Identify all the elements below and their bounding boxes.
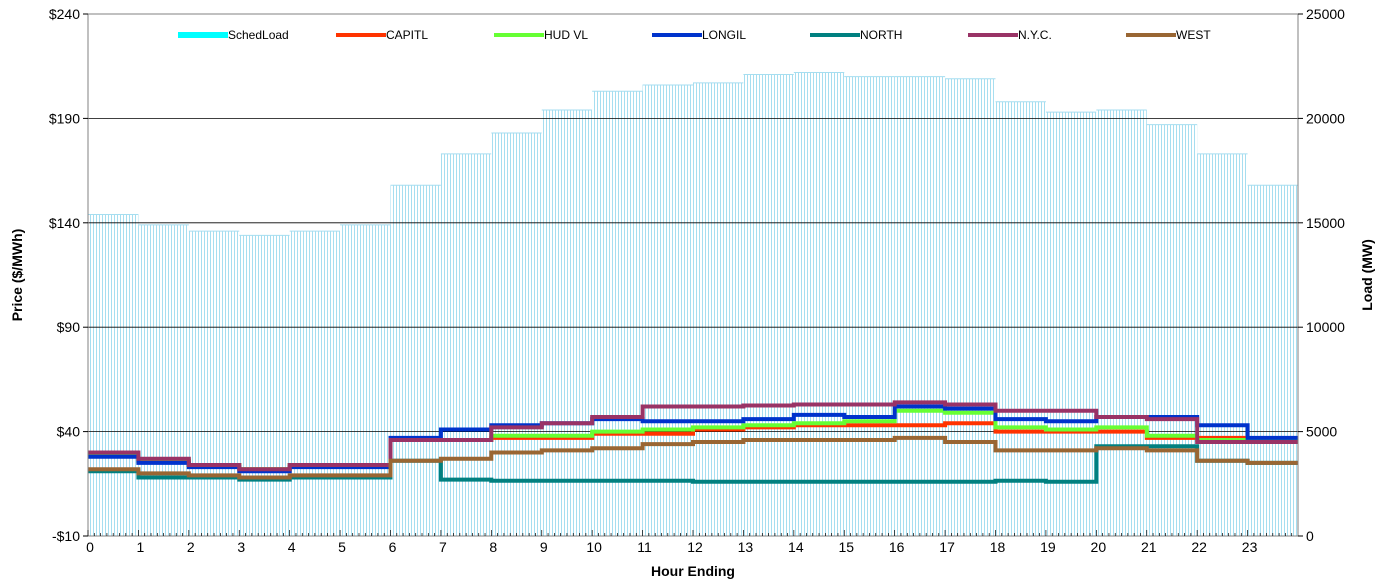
legend-label: HUD VL — [544, 28, 588, 42]
x-tick-label: 20 — [1091, 539, 1107, 555]
x-tick-label: 10 — [586, 539, 602, 555]
load-bar — [693, 82, 744, 537]
x-tick-label: 5 — [338, 539, 346, 555]
legend-label: NORTH — [860, 28, 902, 42]
y-tick-label: -$10 — [52, 528, 80, 544]
load-bar — [188, 231, 240, 537]
y2-tick-label: 10000 — [1306, 319, 1345, 335]
x-tick-label: 3 — [237, 539, 245, 555]
load-bar — [1146, 124, 1198, 536]
load-bar — [390, 185, 441, 536]
y2-axis-title: Load (MW) — [1359, 239, 1375, 311]
x-tick-label: 8 — [489, 539, 497, 555]
y-tick-label: $190 — [49, 110, 80, 126]
y2-tick-label: 25000 — [1306, 6, 1345, 22]
y2-tick-label: 5000 — [1306, 424, 1337, 440]
load-bar — [1045, 112, 1097, 537]
load-bar — [340, 224, 391, 536]
x-tick-label: 7 — [439, 539, 447, 555]
load-bar — [894, 76, 946, 536]
legend: SchedLoad CAPITL HUD VL LONGIL NORTH N.Y.C. WE… — [178, 28, 1211, 42]
y-tick-label: $140 — [49, 215, 80, 231]
legend-label: WEST — [1176, 28, 1211, 42]
load-bar — [440, 153, 492, 536]
x-axis: 0 1 2 3 4 5 6 7 8 9 10 11 12 13 14 15 16 17 18 19 20 21 22 23 — [86, 530, 1293, 555]
y2-tick-label: 0 — [1306, 528, 1314, 544]
load-bar — [138, 224, 189, 536]
load-bar — [743, 74, 794, 536]
legend-label: SchedLoad — [228, 28, 289, 42]
load-bar — [1197, 153, 1248, 536]
x-tick-label: 6 — [389, 539, 397, 555]
x-tick-label: 22 — [1191, 539, 1207, 555]
x-tick-label: 0 — [86, 539, 94, 555]
x-tick-label: 2 — [187, 539, 195, 555]
series-line-north — [88, 444, 1298, 484]
load-bars — [88, 71, 1298, 537]
x-tick-label: 15 — [838, 539, 854, 555]
x-axis-title: Hour Ending — [651, 563, 735, 579]
x-tick-label: 4 — [288, 539, 296, 555]
load-bar — [945, 78, 996, 536]
load-bar — [88, 214, 139, 536]
load-bar — [239, 235, 290, 536]
x-tick-label: 16 — [889, 539, 905, 555]
load-bar — [541, 110, 593, 536]
load-bar — [995, 101, 1046, 537]
load-bar — [592, 91, 643, 537]
x-tick-label: 13 — [738, 539, 754, 555]
x-tick-label: 14 — [788, 539, 804, 555]
price-lines — [88, 400, 1298, 484]
load-bar — [289, 231, 341, 537]
y2-tick-label: 20000 — [1306, 110, 1345, 126]
x-tick-label: 23 — [1242, 539, 1258, 555]
y-tick-label: $40 — [57, 424, 81, 440]
x-tick-label: 12 — [687, 539, 703, 555]
y-axis-left: -$10 $40 $90 $140 $190 $240 — [49, 6, 88, 544]
gridlines — [88, 118, 1298, 433]
load-bar — [491, 133, 542, 537]
series-line-west — [88, 435, 1298, 480]
x-tick-label: 21 — [1141, 539, 1157, 555]
legend-label: CAPITL — [386, 28, 428, 42]
y-axis-title: Price ($/MWh) — [9, 229, 25, 322]
y-axis-right: 0 5000 10000 15000 20000 25000 — [1298, 6, 1345, 544]
series-line-n-y-c- — [88, 400, 1298, 472]
load-bar — [1096, 110, 1147, 536]
x-tick-label: 11 — [637, 539, 652, 555]
y2-tick-label: 15000 — [1306, 215, 1345, 231]
legend-label: LONGIL — [702, 28, 746, 42]
load-bar — [1247, 185, 1298, 536]
load-bar — [642, 84, 693, 536]
x-tick-label: 9 — [540, 539, 548, 555]
load-bar — [844, 76, 895, 536]
load-bar — [793, 72, 845, 537]
x-tick-label: 18 — [990, 539, 1006, 555]
x-tick-label: 17 — [939, 539, 955, 555]
x-tick-label: 1 — [137, 539, 145, 555]
y-tick-label: $240 — [49, 6, 80, 22]
x-tick-label: 19 — [1040, 539, 1056, 555]
y-tick-label: $90 — [57, 319, 81, 335]
legend-label: N.Y.C. — [1018, 28, 1052, 42]
